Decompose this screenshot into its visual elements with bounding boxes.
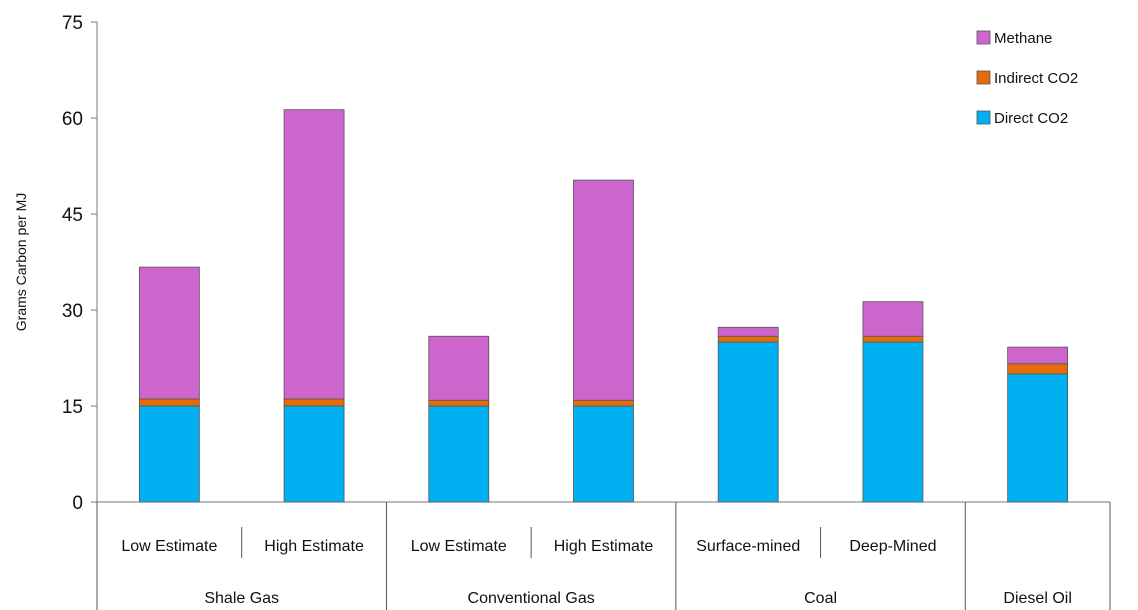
y-tick-label: 15	[62, 397, 83, 418]
legend-swatch	[976, 70, 991, 85]
bars-group	[138, 109, 1069, 503]
y-tick-label: 45	[62, 205, 83, 226]
bar-segment-indirect-co2	[717, 335, 779, 343]
bar-segment-indirect-co2	[1007, 363, 1069, 375]
bar-segment-indirect-co2	[573, 399, 634, 407]
bar-segment-methane	[1007, 346, 1069, 365]
legend-label: Direct CO2	[994, 110, 1068, 127]
y-tick-label: 60	[62, 109, 83, 130]
x-tick-label: High Estimate	[554, 538, 654, 555]
y-tick-label: 30	[62, 301, 83, 322]
bar-segment-methane	[138, 266, 200, 400]
bar-segment-indirect-co2	[138, 398, 200, 407]
x-tick-label: Surface-mined	[696, 538, 800, 555]
legend-label: Methane	[994, 30, 1052, 47]
x-tick-label: Deep-Mined	[849, 538, 936, 555]
y-axis-title-group: Grams Carbon per MJ	[13, 193, 29, 331]
x-group-label: Coal	[804, 590, 837, 607]
x-group-label: Conventional Gas	[468, 590, 595, 607]
x-group-label: Shale Gas	[204, 590, 279, 607]
y-axis-title: Grams Carbon per MJ	[13, 193, 29, 331]
bar-segment-indirect-co2	[283, 398, 345, 407]
category-labels-group: Low Estimate High Estimate Low Estimate Hig…	[96, 502, 1111, 610]
bar-segment-direct-co2	[573, 405, 634, 503]
x-tick-label: Low Estimate	[411, 538, 507, 555]
legend-swatch	[976, 110, 991, 125]
bar-segment-direct-co2	[283, 405, 345, 503]
bar-segment-direct-co2	[717, 341, 779, 503]
bar-segment-methane	[428, 335, 490, 401]
bar-segment-direct-co2	[1007, 373, 1069, 503]
bar-segment-methane	[573, 179, 634, 401]
bar-segment-direct-co2	[862, 341, 924, 503]
axes-group: 0 15 30 45 60 75	[62, 13, 1110, 514]
y-tick-label: 75	[62, 13, 83, 34]
bar-segment-indirect-co2	[862, 335, 924, 343]
legend-swatch	[976, 30, 991, 45]
x-tick-label: High Estimate	[264, 538, 364, 555]
y-tick-label: 0	[72, 493, 83, 514]
bar-segment-methane	[717, 326, 779, 337]
legend-label: Indirect CO2	[994, 70, 1078, 87]
bar-segment-methane	[283, 109, 345, 400]
x-group-label: Diesel Oil	[1003, 590, 1071, 607]
bar-segment-indirect-co2	[428, 399, 490, 407]
bar-segment-direct-co2	[428, 405, 490, 503]
x-tick-label: Low Estimate	[121, 538, 217, 555]
legend: Methane Indirect CO2 Direct CO2	[976, 30, 1078, 127]
bar-segment-methane	[862, 301, 924, 337]
bar-segment-direct-co2	[138, 405, 200, 503]
